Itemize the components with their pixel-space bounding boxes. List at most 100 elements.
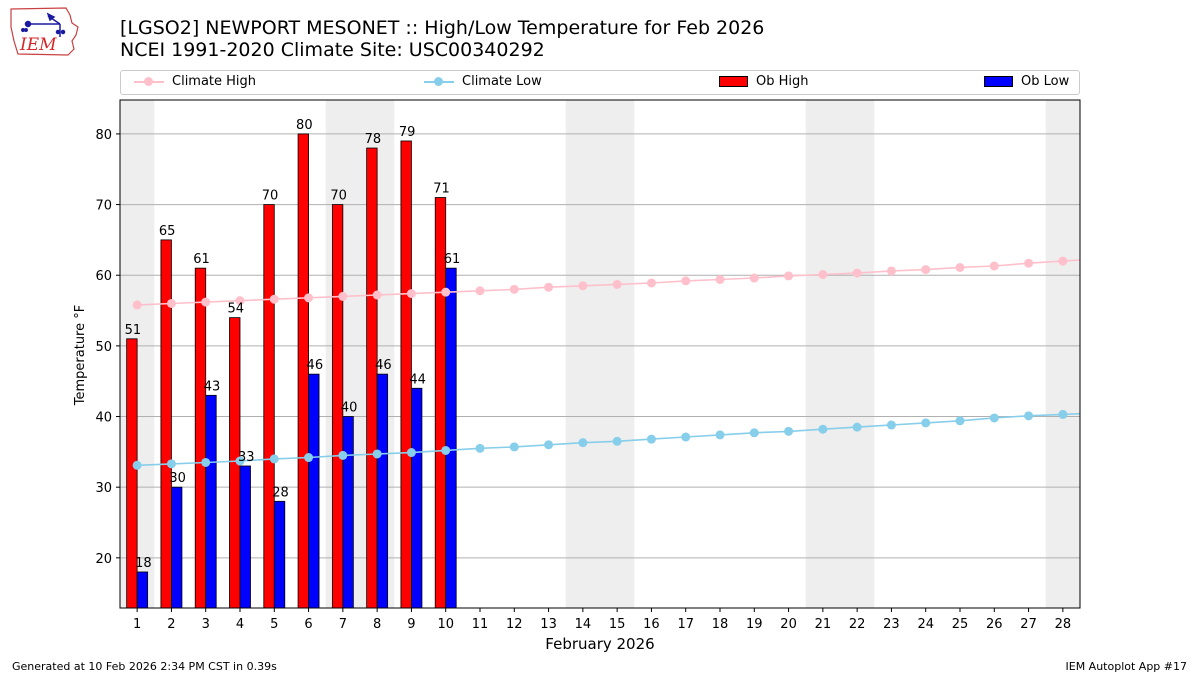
legend-swatch-climate-low bbox=[424, 75, 454, 89]
climate-low-marker bbox=[955, 416, 965, 426]
ob-low-value-label: 46 bbox=[307, 358, 324, 373]
x-tick-label: 27 bbox=[1020, 617, 1037, 632]
climate-low-marker bbox=[989, 413, 999, 423]
climate-high-marker bbox=[1024, 258, 1034, 268]
x-tick-label: 4 bbox=[236, 617, 244, 632]
weekend-band bbox=[805, 100, 875, 608]
x-tick-label: 1 bbox=[133, 617, 141, 632]
climate-low-marker bbox=[304, 453, 314, 463]
weekend-band bbox=[565, 100, 635, 608]
x-tick-label: 10 bbox=[437, 617, 454, 632]
chart-subtitle: NCEI 1991-2020 Climate Site: USC00340292 bbox=[120, 39, 545, 61]
climate-lines bbox=[132, 256, 1081, 470]
ob-high-value-label: 65 bbox=[159, 224, 176, 239]
iem-logo: IEM bbox=[10, 7, 79, 56]
x-tick-label: 12 bbox=[506, 617, 523, 632]
x-axis-ticks: 1 2 3 4 5 6 7 8 9 10 11 12 13 14 15 16 17 18 19 20 21 22 23 24 2… bbox=[133, 608, 1071, 632]
x-tick-label: 2 bbox=[167, 617, 175, 632]
ob-low-value-label: 18 bbox=[135, 556, 152, 571]
legend-item-ob-high: Ob High bbox=[719, 74, 809, 89]
climate-low-marker bbox=[509, 442, 519, 452]
climate-high-marker bbox=[612, 279, 622, 289]
legend-swatch-climate-high bbox=[134, 75, 164, 89]
bar-value-labels: 51 65 61 54 70 80 70 78 79 71 18 30 43 33 28 46 40 46 44 61 bbox=[125, 118, 461, 571]
legend-swatch-ob-low bbox=[984, 76, 1013, 87]
legend-label-ob-low: Ob Low bbox=[1021, 74, 1070, 89]
climate-low-marker bbox=[1058, 409, 1068, 419]
ob-low-bar bbox=[342, 416, 354, 609]
x-tick-label: 26 bbox=[986, 617, 1003, 632]
climate-low-marker bbox=[852, 422, 862, 432]
climate-high-marker bbox=[784, 271, 794, 281]
x-tick-label: 14 bbox=[575, 617, 592, 632]
iowa-map-logo-icon bbox=[10, 7, 79, 56]
ob-low-value-label: 43 bbox=[204, 379, 221, 394]
ob-low-value-label: 40 bbox=[341, 401, 358, 416]
climate-low-marker bbox=[749, 428, 759, 438]
climate-low-marker bbox=[269, 454, 279, 464]
x-tick-label: 19 bbox=[746, 617, 763, 632]
x-tick-label: 8 bbox=[373, 617, 381, 632]
climate-low-marker bbox=[715, 430, 725, 440]
weekend-band bbox=[1045, 100, 1080, 608]
climate-low-marker bbox=[235, 456, 245, 466]
y-tick-label: 20 bbox=[95, 552, 112, 567]
ob-high-value-label: 70 bbox=[262, 189, 279, 204]
ob-high-value-label: 51 bbox=[125, 323, 142, 338]
climate-low-marker bbox=[372, 449, 382, 459]
x-tick-label: 7 bbox=[339, 617, 347, 632]
legend-item-climate-high: Climate High bbox=[134, 74, 256, 89]
legend-item-climate-low: Climate Low bbox=[424, 74, 542, 89]
bars bbox=[126, 133, 457, 609]
climate-high-marker bbox=[441, 287, 451, 297]
ob-high-value-label: 80 bbox=[296, 118, 313, 133]
climate-high-marker bbox=[338, 291, 348, 301]
climate-low-marker bbox=[921, 418, 931, 428]
y-tick-label: 70 bbox=[95, 199, 112, 214]
ob-high-value-label: 71 bbox=[433, 182, 450, 197]
ob-low-bar bbox=[136, 571, 149, 609]
climate-high-marker bbox=[509, 284, 519, 294]
ob-low-bar bbox=[445, 267, 457, 609]
climate-low-marker bbox=[441, 445, 451, 455]
y-axis-ticks: 20 30 40 50 60 70 80 bbox=[95, 128, 120, 567]
x-tick-label: 22 bbox=[849, 617, 866, 632]
climate-high-marker bbox=[201, 297, 211, 307]
climate-high-marker bbox=[989, 261, 999, 271]
legend-swatch-ob-high bbox=[719, 76, 748, 87]
climate-low-marker bbox=[201, 457, 211, 467]
ob-low-bar bbox=[239, 465, 251, 609]
x-tick-label: 13 bbox=[540, 617, 557, 632]
climate-low-marker bbox=[818, 424, 828, 434]
climate-high-marker bbox=[304, 293, 314, 303]
climate-low-marker bbox=[132, 460, 142, 470]
footer-app-id: IEM Autoplot App #17 bbox=[1065, 660, 1188, 673]
climate-high-marker bbox=[681, 276, 691, 286]
ob-low-value-label: 30 bbox=[169, 471, 186, 486]
climate-high-marker bbox=[578, 281, 588, 291]
y-tick-label: 40 bbox=[95, 411, 112, 426]
climate-low-marker bbox=[784, 426, 794, 436]
climate-low-marker bbox=[544, 440, 554, 450]
climate-low-marker bbox=[646, 434, 656, 444]
ob-high-bar bbox=[366, 147, 378, 609]
ob-low-value-label: 44 bbox=[409, 372, 426, 387]
climate-high-marker bbox=[406, 289, 416, 299]
ob-high-value-label: 78 bbox=[365, 132, 382, 147]
weather-station-icon bbox=[21, 12, 66, 37]
climate-high-marker bbox=[955, 262, 965, 272]
ob-low-bar bbox=[205, 394, 217, 609]
climate-high-marker bbox=[1058, 256, 1068, 266]
legend-label-ob-high: Ob High bbox=[756, 74, 809, 89]
ob-high-bar bbox=[160, 239, 172, 609]
footer-generated-note: Generated at 10 Feb 2026 2:34 PM CST in … bbox=[12, 660, 277, 673]
x-tick-label: 11 bbox=[472, 617, 489, 632]
logo-text: IEM bbox=[19, 35, 57, 55]
ob-low-bar bbox=[273, 500, 286, 609]
chart-legend: Climate High Climate Low Ob High Ob Low bbox=[120, 70, 1080, 95]
x-tick-label: 28 bbox=[1055, 617, 1072, 632]
climate-low-marker bbox=[578, 438, 588, 448]
ob-low-value-label: 28 bbox=[272, 485, 289, 500]
plot-frame bbox=[119, 99, 1081, 609]
